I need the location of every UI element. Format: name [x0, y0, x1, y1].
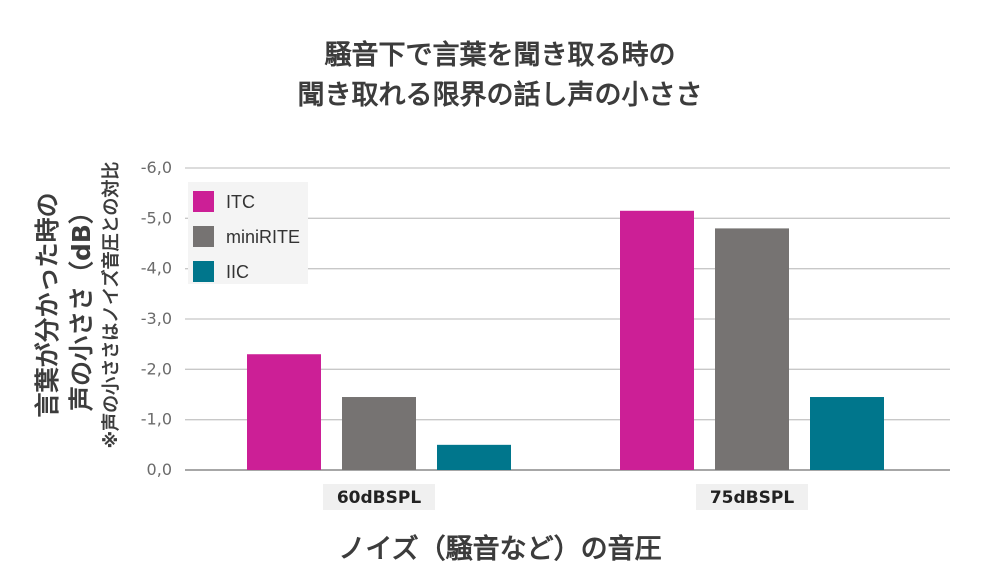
chart-title-line-2: 聞き取れる限界の話し声の小ささ	[297, 80, 703, 111]
y-tick-label: -2,0	[141, 359, 172, 378]
y-tick-label: -4,0	[141, 259, 172, 278]
y-tick-label: -5,0	[141, 208, 172, 227]
legend-swatch-minirite	[193, 226, 214, 247]
bar-itc-75dbspl	[620, 210, 694, 471]
x-axis-label: ノイズ（騒音など）の音圧	[338, 534, 662, 565]
category-label-bg	[696, 484, 808, 510]
y-tick-label: -3,0	[141, 309, 172, 328]
chart-title-line-1: 騒音下で言葉を聞き取る時の	[324, 40, 676, 71]
bar-iic-75dbspl	[810, 397, 884, 470]
legend-label-itc: ITC	[226, 192, 255, 212]
bar-minirite-60dbspl	[342, 397, 416, 470]
x-category-label: 75dBSPL	[710, 488, 794, 508]
bar-minirite-75dbspl	[715, 228, 789, 470]
legend-swatch-itc	[193, 191, 214, 212]
y-tick-label: -1,0	[141, 410, 172, 429]
x-category-label: 60dBSPL	[337, 488, 421, 508]
legend-label-minirite: miniRITE	[226, 227, 300, 247]
category-label-bg	[323, 484, 435, 510]
bar-itc-60dbspl	[247, 354, 321, 470]
y-tick-label: -6,0	[141, 158, 172, 177]
y-tick-label: 0,0	[147, 460, 172, 479]
legend-label-iic: IIC	[226, 262, 249, 282]
bar-iic-60dbspl	[437, 444, 511, 470]
legend-swatch-iic	[193, 261, 214, 282]
